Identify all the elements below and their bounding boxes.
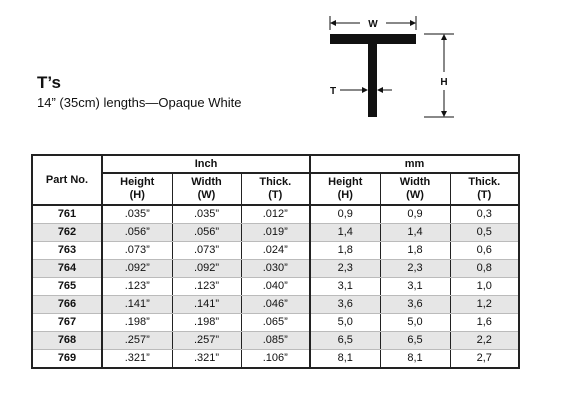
- table-cell: 0,9: [309, 204, 381, 224]
- table-cell: .046”: [240, 295, 311, 314]
- table-cell: 1,8: [379, 241, 451, 260]
- table-cell: .073”: [101, 241, 173, 260]
- part-number-cell: 766: [31, 295, 103, 314]
- table-row: 766 .141” .141” .046” 3,6 3,6 1,2: [31, 295, 520, 314]
- table-cell: .056”: [101, 223, 173, 242]
- table-cell: 3,6: [379, 295, 451, 314]
- table-cell: .012”: [240, 204, 311, 224]
- table-cell: .056”: [171, 223, 242, 242]
- table-cell: .141”: [101, 295, 173, 314]
- table-cell: .257”: [101, 331, 173, 350]
- part-number-cell: 765: [31, 277, 103, 296]
- table-cell: .092”: [171, 259, 242, 278]
- table-cell: .321”: [171, 349, 242, 369]
- table-row: 762 .056” .056” .019” 1,4 1,4 0,5: [31, 223, 520, 242]
- table-cell: 5,0: [379, 313, 451, 332]
- table-cell: 3,6: [309, 295, 381, 314]
- part-number-cell: 764: [31, 259, 103, 278]
- thickness-dimension: T: [330, 86, 392, 97]
- table-cell: .065”: [240, 313, 311, 332]
- table-cell: 1,6: [449, 313, 520, 332]
- table-cell: 0,5: [449, 223, 520, 242]
- column-header: Height (H): [101, 172, 173, 206]
- column-header: Thick. (T): [240, 172, 311, 206]
- table-cell: .198”: [171, 313, 242, 332]
- table-cell: 2,7: [449, 349, 520, 369]
- table-cell: .030”: [240, 259, 311, 278]
- part-number-cell: 761: [31, 204, 103, 224]
- width-dimension: W: [329, 16, 417, 30]
- table-cell: 3,1: [309, 277, 381, 296]
- table-cell: 1,4: [379, 223, 451, 242]
- table-cell: .123”: [101, 277, 173, 296]
- table-cell: 0,6: [449, 241, 520, 260]
- t-flange-shape: [330, 34, 416, 44]
- table-cell: 8,1: [309, 349, 381, 369]
- table-cell: .106”: [240, 349, 311, 369]
- table-cell: .321”: [101, 349, 173, 369]
- table-cell: 2,2: [449, 331, 520, 350]
- table-cell: .085”: [240, 331, 311, 350]
- table-cell: .092”: [101, 259, 173, 278]
- table-cell: .040”: [240, 277, 311, 296]
- table-cell: .141”: [171, 295, 242, 314]
- t-stem-shape: [368, 44, 377, 117]
- part-number-cell: 769: [31, 349, 103, 369]
- part-number-cell: 768: [31, 331, 103, 350]
- table-row: 763 .073” .073” .024” 1,8 1,8 0,6: [31, 241, 520, 260]
- table-row: 768 .257” .257” .085” 6,5 6,5 2,2: [31, 331, 520, 350]
- inch-group-header: Inch: [101, 154, 311, 174]
- table-cell: 1,2: [449, 295, 520, 314]
- table-cell: 5,0: [309, 313, 381, 332]
- table-cell: 6,5: [309, 331, 381, 350]
- column-header: Width (W): [379, 172, 451, 206]
- table-cell: 0,8: [449, 259, 520, 278]
- table-row: 769 .321” .321” .106” 8,1 8,1 2,7: [31, 349, 520, 369]
- table-cell: 2,3: [309, 259, 381, 278]
- page-subtitle: 14” (35cm) lengths—Opaque White: [37, 95, 242, 110]
- table-cell: .123”: [171, 277, 242, 296]
- table-cell: .073”: [171, 241, 242, 260]
- column-header: Width (W): [171, 172, 242, 206]
- part-number-cell: 763: [31, 241, 103, 260]
- table-cell: 0,3: [449, 204, 520, 224]
- column-header: Thick. (T): [449, 172, 520, 206]
- table-cell: .024”: [240, 241, 311, 260]
- part-number-header: Part No.: [31, 154, 103, 206]
- table-row: 761 .035” .035” .012” 0,9 0,9 0,3: [31, 204, 520, 224]
- table-cell: 3,1: [379, 277, 451, 296]
- table-cell: 2,3: [379, 259, 451, 278]
- page-title: T’s: [37, 73, 61, 92]
- column-header: Height (H): [309, 172, 381, 206]
- table-row: 767 .198” .198” .065” 5,0 5,0 1,6: [31, 313, 520, 332]
- table-cell: 1,4: [309, 223, 381, 242]
- table-cell: .035”: [171, 204, 242, 224]
- height-label: H: [440, 77, 447, 88]
- width-label: W: [368, 19, 378, 30]
- table-cell: .198”: [101, 313, 173, 332]
- table-cell: 1,8: [309, 241, 381, 260]
- t-profile-diagram: W H T: [329, 16, 454, 118]
- height-dimension: H: [424, 33, 454, 118]
- table-cell: .257”: [171, 331, 242, 350]
- table-cell: 6,5: [379, 331, 451, 350]
- table-row: 764 .092” .092” .030” 2,3 2,3 0,8: [31, 259, 520, 278]
- part-number-cell: 762: [31, 223, 103, 242]
- table-cell: 8,1: [379, 349, 451, 369]
- thickness-label: T: [330, 86, 336, 97]
- specification-table: Part No. Inch mm Height (H) Width (W) Thic…: [31, 154, 521, 369]
- table-cell: .035”: [101, 204, 173, 224]
- table-cell: .019”: [240, 223, 311, 242]
- table-cell: 1,0: [449, 277, 520, 296]
- table-row: 765 .123” .123” .040” 3,1 3,1 1,0: [31, 277, 520, 296]
- mm-group-header: mm: [309, 154, 520, 174]
- table-cell: 0,9: [379, 204, 451, 224]
- part-number-cell: 767: [31, 313, 103, 332]
